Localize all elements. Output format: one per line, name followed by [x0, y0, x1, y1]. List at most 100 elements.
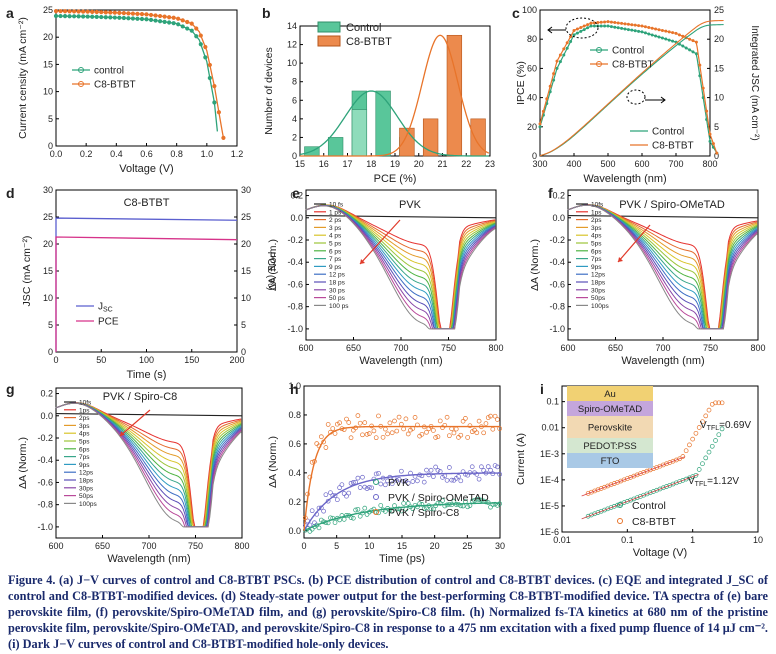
x-tick-label: 600 — [48, 541, 63, 551]
x-tick-label: 21 — [437, 159, 447, 169]
panel-c-point — [643, 31, 647, 35]
panel-h-point — [463, 416, 468, 421]
panel-c-point — [538, 122, 542, 126]
panel-i-point — [716, 432, 722, 438]
panel-a-point — [148, 12, 154, 18]
panel-h-xlabel: Time (ps) — [379, 553, 425, 565]
panel-c-point — [589, 21, 593, 25]
panel-i-legend-c8-label: C8-BTBT — [632, 516, 676, 528]
panel-h-point — [488, 413, 493, 419]
panel-d-curve-1 — [55, 236, 238, 352]
caption-text: (a) J−V curves of control and C8-BTBT PS… — [8, 573, 769, 651]
panel-h-point — [346, 490, 352, 496]
panel-i-point — [719, 400, 725, 406]
panel-a-point — [72, 9, 77, 14]
panel-c-point — [562, 53, 566, 57]
panel-h-point — [318, 434, 324, 440]
panel-e-trace — [305, 205, 496, 330]
panel-a-point — [99, 14, 104, 20]
x-tick-label: 600 — [298, 343, 313, 353]
panel-h-point — [348, 435, 354, 441]
panel-a-point — [148, 17, 154, 23]
y-tick-label: 1E-5 — [540, 501, 559, 511]
panel-g-legend-label: 3ps — [79, 423, 90, 430]
panel-c-point — [586, 23, 590, 27]
panel-g-legend-label: 9ps — [79, 462, 90, 469]
panel-g-title: PVK / Spiro-C8 — [103, 391, 178, 403]
panel-h-point — [442, 422, 448, 428]
y-tick-label: 10 — [43, 293, 53, 303]
panel-h-point — [495, 464, 500, 470]
panel-h-point — [364, 486, 370, 491]
panel-c-point — [603, 24, 607, 28]
x-tick-label: 650 — [608, 343, 623, 353]
panel-c-point — [660, 28, 664, 32]
panel-h-point — [389, 430, 395, 436]
panel-h-point — [346, 420, 352, 425]
y-tick-label: 20 — [43, 239, 53, 249]
panel-h-point — [360, 474, 365, 480]
y-tick-label: 14 — [287, 21, 297, 31]
panel-i-point — [706, 407, 712, 413]
panel-g-legend-label: 4ps — [79, 431, 90, 438]
panel-i-vtfl-c8: VTFL=0.69V — [700, 420, 751, 432]
y-tick-label: 6 — [292, 95, 297, 105]
x-tick-label: 10 — [364, 541, 374, 551]
panel-h-point — [440, 498, 445, 503]
panel-e-legend-label: 6 ps — [329, 248, 342, 255]
panel-c-point — [674, 31, 678, 35]
x-tick-label: 1 — [690, 535, 695, 545]
panel-c-point — [701, 86, 705, 90]
panel-label: b — [262, 5, 271, 21]
panel-c-legend-bottom-c8-label: C8-BTBT — [652, 141, 694, 152]
panel-h-point — [328, 490, 333, 496]
panel-h-point — [481, 468, 487, 473]
panel-h-point — [350, 427, 356, 433]
panel-a-legend-control-marker — [78, 67, 84, 73]
y-tick-label: 25 — [43, 212, 53, 222]
panel-g-ylabel: ΔA (Norm.) — [17, 437, 29, 489]
y-tick-label: 0.2 — [40, 389, 53, 399]
panel-i-stack-label: FTO — [601, 456, 620, 467]
panel-e-xlabel: Wavelength (nm) — [359, 355, 442, 367]
y-tick-label: 20 — [43, 32, 53, 42]
x-tick-label: 800 — [750, 343, 765, 353]
panel-c-point — [654, 27, 658, 31]
panel-c-ylabel: IPCE (%) — [515, 61, 527, 105]
panel-h-point — [492, 501, 498, 507]
panel-i-fit-0 — [581, 474, 699, 520]
panel-c-arrow-left — [547, 26, 566, 34]
panel-h-point — [488, 467, 493, 473]
panel-b-ylabel: Number of devices — [263, 47, 275, 135]
panel-h-point — [476, 418, 482, 424]
panel-c-point — [715, 151, 719, 155]
panel-h-point — [355, 475, 361, 481]
panel-c-point — [620, 26, 624, 30]
x-tick-label: 10 — [753, 535, 763, 545]
panel-f-legend-label: 4ps — [591, 233, 602, 240]
x-tick-label: 15 — [397, 541, 407, 551]
panel-c-point — [562, 47, 566, 51]
panel-h-point — [444, 414, 450, 420]
panel-a-point — [67, 9, 72, 14]
panel-h-point — [360, 432, 365, 438]
panel-d-legend-jsc-text: JSC — [98, 302, 113, 314]
panel-f-trace — [567, 204, 758, 330]
caption-figure-number: Figure 4. — [8, 573, 56, 587]
panel-d-xlabel: Time (s) — [127, 369, 167, 381]
panel-h-point — [495, 417, 500, 422]
panel-h-point — [337, 420, 342, 426]
y-tick-label: 0.4 — [288, 468, 301, 478]
panel-a-point — [121, 11, 126, 16]
y-tick-label: 0.0 — [40, 411, 53, 421]
y-tick-label: 30 — [43, 185, 53, 195]
panel-h-point — [405, 480, 411, 486]
panel-a-point — [162, 14, 167, 19]
panel-a-point — [126, 11, 131, 16]
y-tick-label: 2 — [292, 132, 297, 142]
panel-h-point — [476, 476, 482, 482]
panel-h-point — [474, 496, 480, 502]
panel-h-point — [401, 426, 406, 432]
panel-c-point — [552, 78, 556, 82]
y-tick-label: 0 — [292, 151, 297, 161]
